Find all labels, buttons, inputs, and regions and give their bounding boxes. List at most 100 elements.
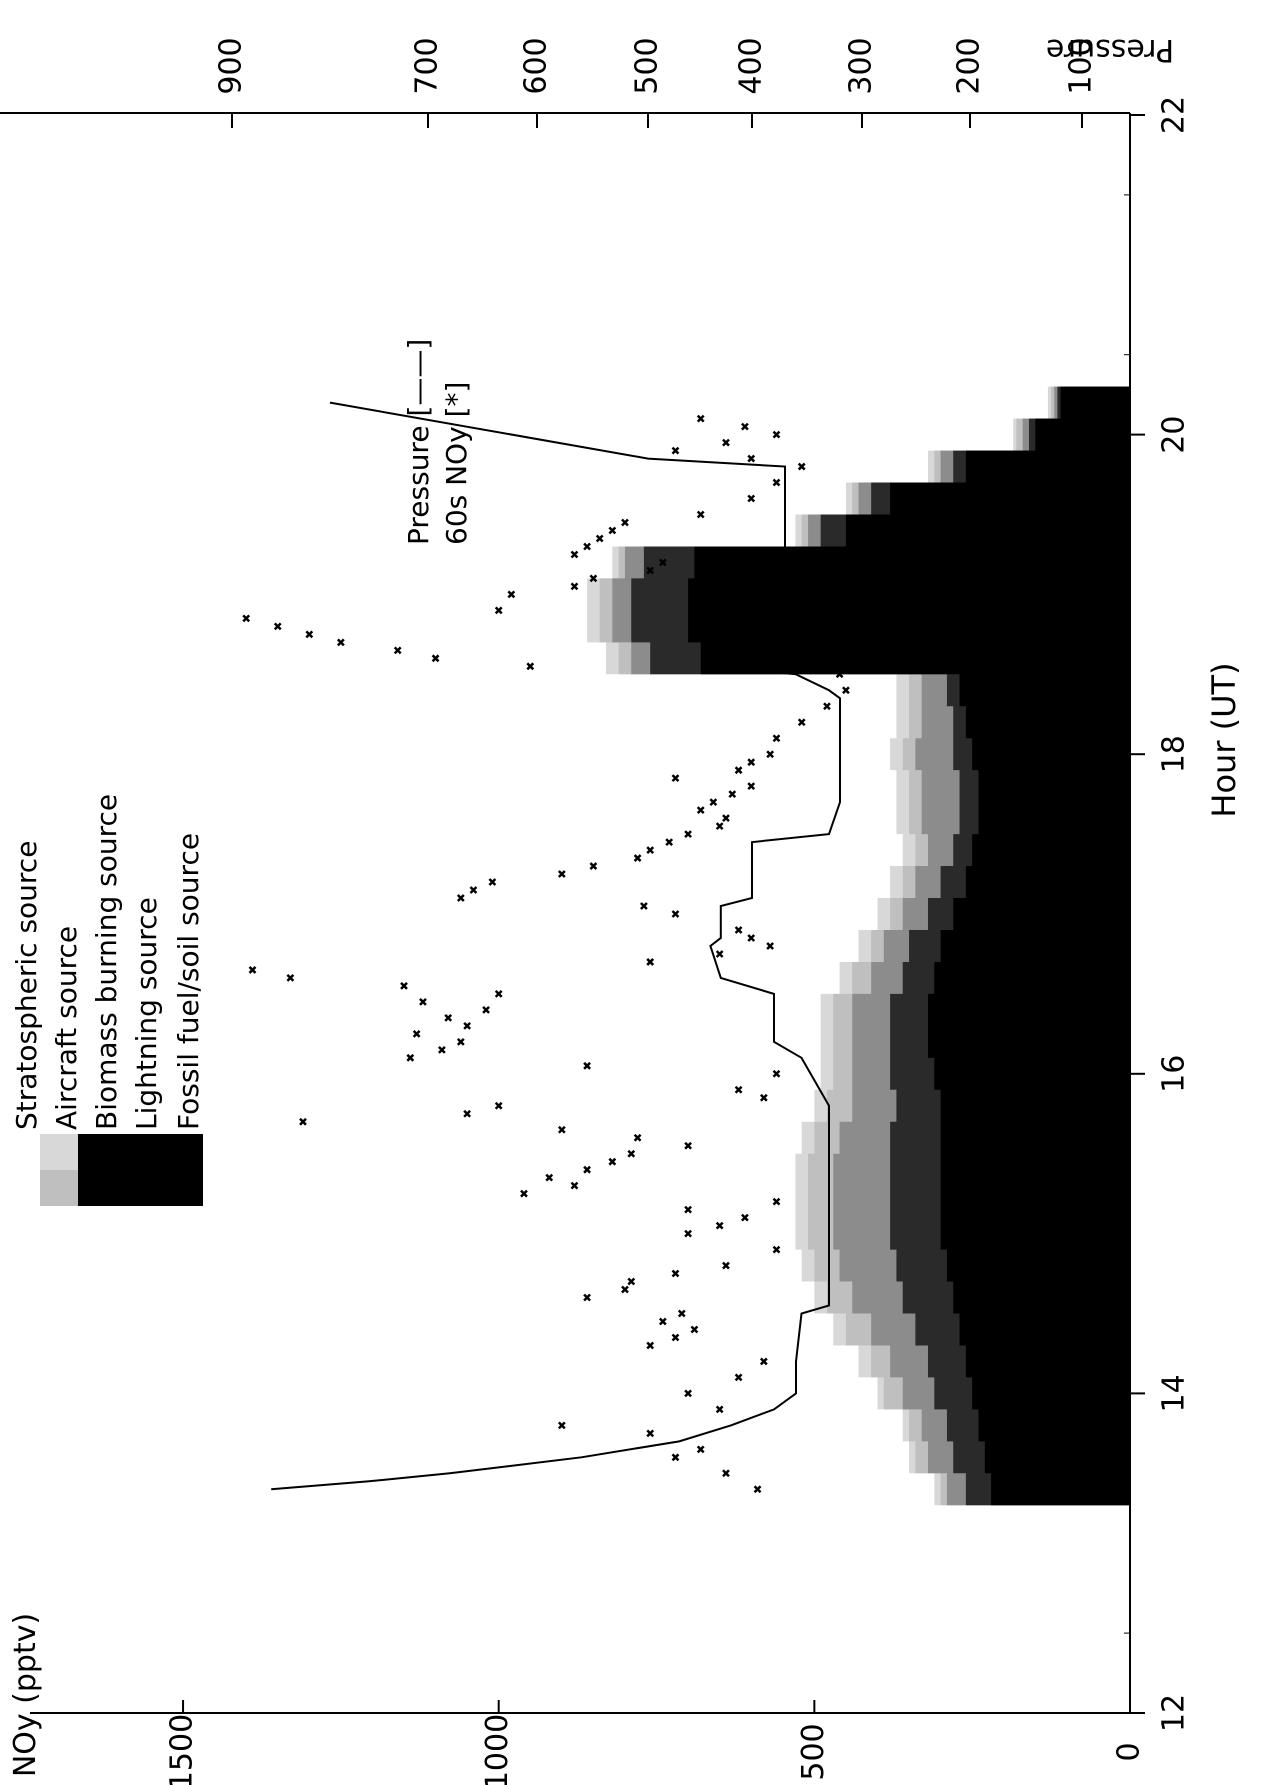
noy-point xyxy=(677,1309,686,1318)
noy-point xyxy=(494,1101,503,1110)
noy-point xyxy=(658,558,667,567)
noy-point xyxy=(583,1061,591,1070)
noy-point xyxy=(734,926,743,934)
noy-point xyxy=(494,606,503,615)
noy-point xyxy=(393,646,402,655)
noy-point xyxy=(722,1261,730,1270)
y2-tick-label: 400 xyxy=(734,37,769,94)
noy-point xyxy=(759,1357,768,1366)
legend-label-right: Pressure [——] xyxy=(402,339,435,545)
area-fossil-fuel-soil-source xyxy=(688,386,1130,1506)
y2-tick-label: 300 xyxy=(844,37,879,94)
x-axis-title: Hour (UT) xyxy=(1205,662,1243,817)
noy-point xyxy=(835,670,844,679)
noy-point xyxy=(772,478,781,487)
y2-tick-label: 600 xyxy=(519,37,554,94)
noy-point xyxy=(488,878,497,886)
noy-point xyxy=(305,630,314,639)
noy-point xyxy=(545,1173,554,1182)
legend-label-right: 60s NOy [*] xyxy=(440,382,473,545)
noy-point xyxy=(772,1069,781,1078)
noy-point xyxy=(772,1197,781,1206)
y2-tick-label: 500 xyxy=(630,37,665,94)
noy-point xyxy=(583,542,591,551)
noy-point xyxy=(684,1229,692,1238)
noy-point xyxy=(633,854,642,862)
legend-swatch-biomass-lightning-fossil xyxy=(78,1134,203,1206)
noy-point xyxy=(747,934,756,942)
legend-label-left: Fossil fuel/soil source xyxy=(172,833,205,1130)
noy-point xyxy=(696,1445,705,1454)
noy-point xyxy=(646,846,655,854)
y-tick-label: 1000 xyxy=(480,1714,515,1785)
noy-point xyxy=(557,870,566,878)
y-axis-title: NOy (pptv) xyxy=(8,1613,43,1777)
noy-point xyxy=(482,1005,490,1014)
noy-point xyxy=(583,1293,591,1302)
noy-point xyxy=(690,1325,699,1334)
y2-axis-title: Pressure xyxy=(1046,32,1174,67)
noy-point xyxy=(456,894,465,902)
noy-point xyxy=(286,974,295,982)
legend-swatch-aircraft xyxy=(40,1170,78,1206)
x-tick-label: 22 xyxy=(1157,96,1192,134)
noy-point xyxy=(759,1093,768,1102)
noy-point xyxy=(772,430,781,439)
noy-point xyxy=(406,1053,415,1062)
legend-label-left: Biomass burning source xyxy=(90,794,123,1130)
noy-point xyxy=(336,638,345,647)
noy-point xyxy=(658,1317,667,1326)
noy-point xyxy=(671,446,680,455)
noy-point xyxy=(557,1125,566,1134)
noy-point xyxy=(715,950,724,958)
noy-point xyxy=(772,1245,781,1254)
noy-point xyxy=(696,806,705,815)
noy-point xyxy=(823,702,831,711)
y-tick-label: 500 xyxy=(796,1723,831,1780)
noy-point xyxy=(671,1269,680,1278)
noy-point xyxy=(747,758,756,767)
legend-label-left: Aircraft source xyxy=(50,926,83,1130)
noy-point xyxy=(627,1277,636,1286)
noy-point xyxy=(684,1389,692,1398)
noy-point xyxy=(646,566,655,575)
noy-point xyxy=(621,1285,629,1294)
noy-point xyxy=(437,1045,446,1054)
noy-point xyxy=(557,1421,566,1430)
noy-point xyxy=(665,838,674,846)
noy-point xyxy=(797,462,806,471)
noy-point xyxy=(608,1157,617,1166)
noy-point xyxy=(766,750,775,759)
noy-point xyxy=(419,998,427,1006)
noy-point xyxy=(589,862,598,870)
noy-point xyxy=(248,966,257,974)
noy-point xyxy=(722,438,730,447)
noy-point xyxy=(494,990,503,998)
y2-tick-label: 900 xyxy=(214,37,249,94)
y2-tick-label: 700 xyxy=(410,37,445,94)
noy-point xyxy=(741,422,749,431)
noy-point xyxy=(627,1149,636,1158)
noy-point xyxy=(589,574,598,583)
noy-point xyxy=(797,718,806,727)
x-tick-label: 16 xyxy=(1157,1055,1192,1093)
plot-group: 12 14 16 18 20 22 Hour (UT) 0 500 1000 1500 NOy (pp… xyxy=(0,32,1243,1785)
noy-point xyxy=(608,526,617,535)
noy-point xyxy=(526,662,535,671)
x-tick-label: 20 xyxy=(1157,416,1192,454)
noy-point xyxy=(747,782,756,791)
noy-point xyxy=(766,942,775,950)
noy-point xyxy=(570,550,579,559)
noy-point xyxy=(646,958,655,966)
legend-label-left: Lightning source xyxy=(130,897,163,1130)
noy-point xyxy=(734,766,743,775)
noy-point xyxy=(507,590,516,599)
x-tick-label: 14 xyxy=(1157,1374,1192,1412)
y2-tick-label: 200 xyxy=(952,37,987,94)
noy-point xyxy=(469,886,478,894)
noy-point xyxy=(463,1109,472,1118)
noy-point xyxy=(671,1333,680,1342)
noy-point xyxy=(747,454,756,463)
